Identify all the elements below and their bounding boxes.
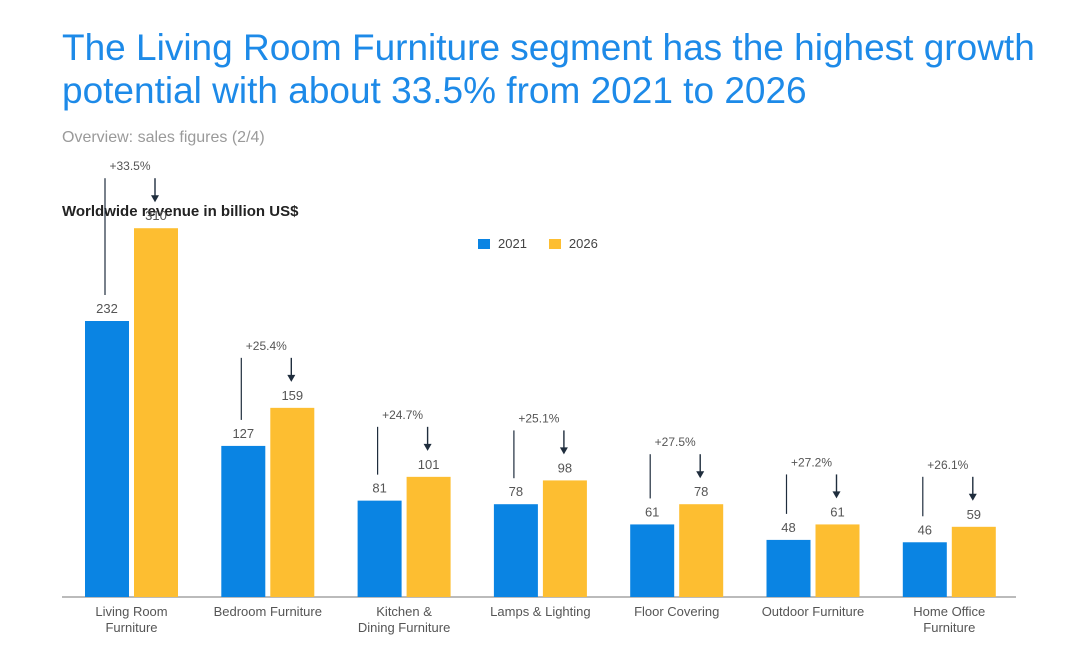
legend-label-2021: 2021 bbox=[498, 236, 527, 251]
bar-2026 bbox=[406, 476, 451, 597]
bar-2021 bbox=[221, 445, 266, 597]
growth-arrow-head bbox=[287, 374, 296, 382]
data-label-2026: 101 bbox=[418, 457, 440, 472]
legend-label-2026: 2026 bbox=[568, 236, 598, 251]
x-tick-label: Dining Furniture bbox=[358, 620, 451, 635]
data-label-2021: 232 bbox=[96, 301, 118, 316]
growth-label: +26.1% bbox=[927, 458, 968, 472]
bar-2026 bbox=[542, 480, 587, 597]
bar-2026 bbox=[270, 407, 315, 597]
bar-2021 bbox=[766, 539, 811, 597]
growth-label: +25.1% bbox=[518, 411, 559, 425]
data-label-2021: 127 bbox=[232, 426, 254, 441]
legend-swatch-2026 bbox=[548, 238, 561, 249]
page-title: The Living Room Furniture segment has th… bbox=[62, 27, 1035, 111]
bar-2026 bbox=[679, 504, 724, 597]
bar-2021 bbox=[493, 504, 538, 597]
growth-label: +33.5% bbox=[109, 159, 150, 173]
data-label-2026: 61 bbox=[830, 504, 844, 519]
data-label-2026: 59 bbox=[967, 507, 981, 522]
x-tick-label: Bedroom Furniture bbox=[214, 604, 322, 619]
data-label-2021: 78 bbox=[509, 484, 523, 499]
x-tick-label: Furniture bbox=[105, 620, 157, 635]
x-tick-label: Lamps & Lighting bbox=[490, 604, 590, 619]
growth-label: +27.2% bbox=[791, 455, 832, 469]
bar-2026 bbox=[815, 524, 860, 597]
bar-2021 bbox=[630, 524, 675, 597]
growth-arrow-head bbox=[151, 195, 159, 203]
growth-arrow-head bbox=[832, 491, 841, 499]
data-label-2026: 159 bbox=[281, 388, 303, 403]
bar-2026 bbox=[951, 526, 996, 597]
x-tick-label: Kitchen & bbox=[376, 604, 432, 619]
bar-2026 bbox=[134, 228, 178, 597]
bar-2021 bbox=[85, 321, 129, 597]
legend-swatch-2021 bbox=[478, 238, 490, 249]
data-label-2021: 81 bbox=[372, 481, 386, 496]
legend-item-2026: 2026 bbox=[548, 236, 598, 251]
x-tick-label: Floor Covering bbox=[634, 604, 719, 619]
growth-arrow-head bbox=[968, 493, 977, 501]
x-tick-label: Furniture bbox=[923, 620, 975, 635]
data-label-2026: 310 bbox=[145, 208, 167, 223]
data-label-2021: 48 bbox=[781, 520, 795, 535]
growth-label: +25.4% bbox=[246, 339, 287, 353]
page-subtitle: Overview: sales figures (2/4) bbox=[62, 129, 265, 146]
growth-arrow-head bbox=[696, 471, 705, 479]
x-tick-label: Outdoor Furniture bbox=[762, 604, 865, 619]
bar-2021 bbox=[902, 542, 947, 597]
growth-label: +24.7% bbox=[382, 408, 423, 422]
growth-arrow-head bbox=[423, 443, 432, 451]
growth-label: +27.5% bbox=[655, 435, 696, 449]
data-label-2021: 46 bbox=[918, 522, 932, 537]
data-label-2026: 98 bbox=[558, 460, 572, 475]
growth-arrow-head bbox=[559, 447, 568, 455]
data-label-2026: 78 bbox=[694, 484, 708, 499]
x-tick-label: Home Office bbox=[913, 604, 985, 619]
chart-legend: 2021 2026 bbox=[478, 236, 598, 251]
bar-2021 bbox=[357, 500, 402, 597]
legend-item-2021: 2021 bbox=[478, 236, 527, 251]
x-tick-label: Living Room bbox=[95, 604, 167, 619]
data-label-2021: 61 bbox=[645, 504, 659, 519]
chart-title: Worldwide revenue in billion US$ bbox=[62, 203, 299, 220]
